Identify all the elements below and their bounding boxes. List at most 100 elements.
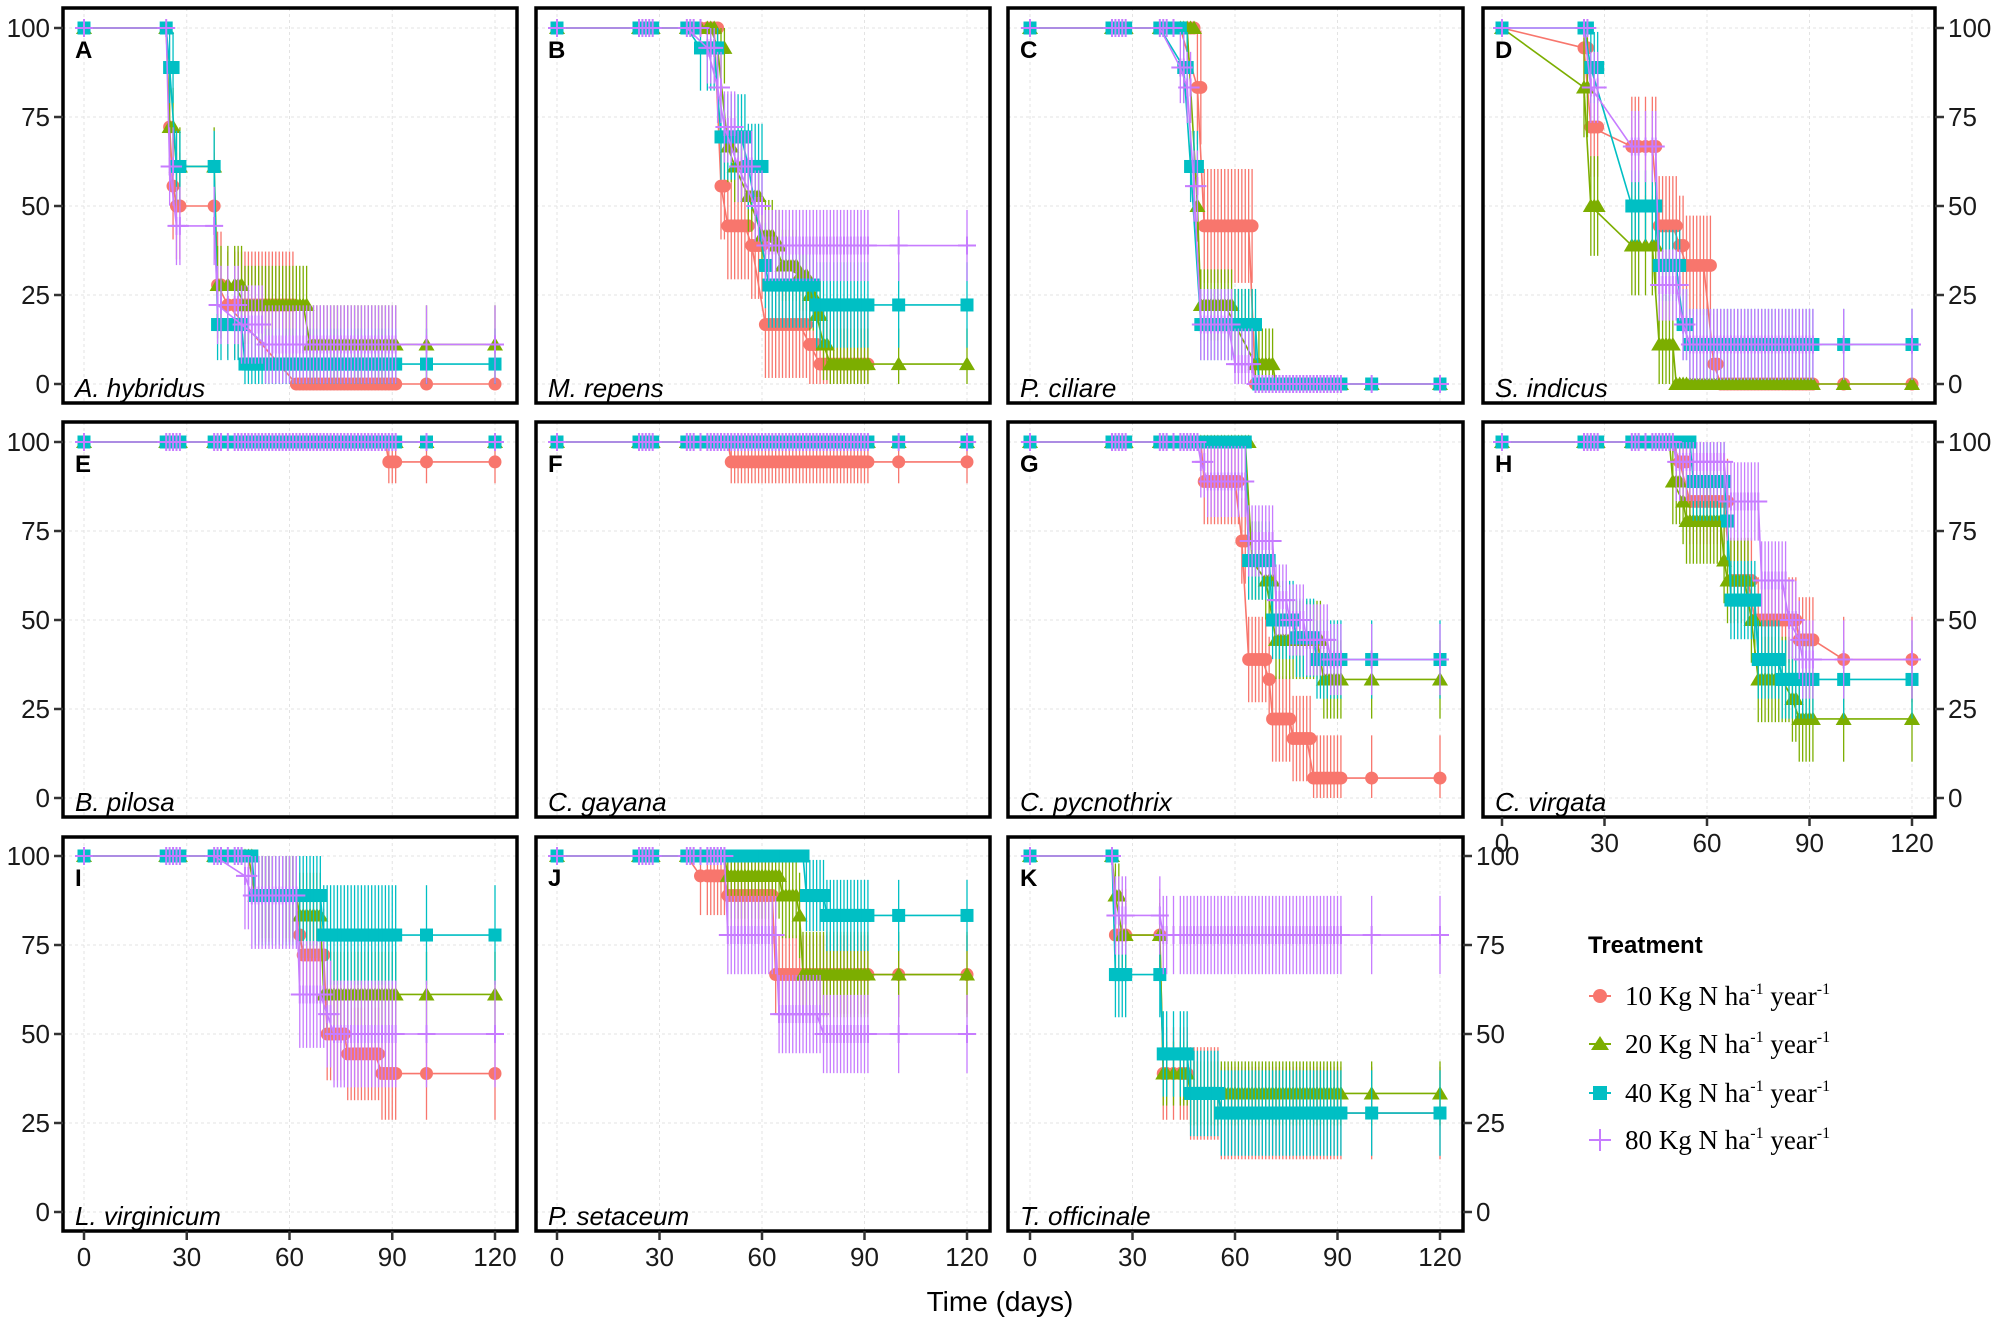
- series-80-kg: [1493, 19, 1921, 381]
- x-tick-label: 30: [1590, 828, 1619, 858]
- data-point-circle: [1283, 712, 1297, 726]
- x-tick-label: 60: [748, 1242, 777, 1272]
- data-point-triangle: [859, 356, 876, 371]
- y-tick-label: 50: [1948, 605, 1977, 635]
- data-point-square: [892, 298, 906, 312]
- y-tick-label: 75: [1948, 516, 1977, 546]
- data-point-triangle: [1264, 356, 1281, 371]
- panel-letter: E: [75, 451, 91, 478]
- data-point-triangle: [1835, 376, 1852, 390]
- x-tick-label: 60: [1693, 828, 1722, 858]
- data-point-square: [313, 889, 327, 903]
- data-point-square: [166, 61, 180, 75]
- y-tick-label: 25: [1948, 280, 1977, 310]
- data-point-square: [1153, 968, 1167, 982]
- data-point-circle: [1676, 239, 1690, 253]
- x-tick-label: 30: [172, 1242, 201, 1272]
- data-point-circle: [1259, 653, 1273, 667]
- panel-letter: C: [1020, 37, 1037, 64]
- y-tick-label: 100: [7, 841, 50, 871]
- data-point-triangle: [1804, 376, 1821, 390]
- species-name: B. pilosa: [75, 787, 175, 817]
- panel-j: J P. setaceum 0 30 60 90 120: [534, 835, 992, 1272]
- species-name: S. indicus: [1495, 373, 1608, 403]
- panel-b: B M. repens: [534, 6, 992, 405]
- panel-letter: H: [1495, 451, 1512, 478]
- y-tick-label: 0: [1948, 369, 1962, 399]
- data-point-square: [960, 908, 974, 922]
- data-point-square: [960, 298, 974, 312]
- series-80-kg: [1493, 433, 1921, 699]
- series-80-kg: [75, 847, 504, 1088]
- species-name: P. setaceum: [548, 1201, 689, 1231]
- data-point-triangle: [1664, 336, 1681, 351]
- y-tick-label: 75: [21, 102, 50, 132]
- panel-e: E B. pilosa 0 25 50 75 100: [7, 420, 519, 819]
- y-tick-label: 100: [7, 427, 50, 457]
- data-point-circle: [1703, 258, 1717, 272]
- data-point-triangle: [959, 356, 975, 371]
- y-tick-label: 75: [21, 930, 50, 960]
- species-name: C. virgata: [1495, 787, 1606, 817]
- data-point-circle: [1334, 771, 1348, 785]
- panel-a: A A. hybridus 0 25 50 75 100: [7, 6, 519, 405]
- data-point-square: [1238, 435, 1252, 449]
- data-point-triangle: [890, 967, 907, 981]
- x-tick-label: 0: [77, 1242, 91, 1272]
- data-point-square: [817, 889, 830, 903]
- panel-i: I L. virginicum 0 25 50 75 100 0 30 60 90 120: [7, 835, 519, 1272]
- panel-letter: B: [548, 37, 565, 64]
- panel-background: [1483, 8, 1935, 403]
- data-point-triangle: [1589, 198, 1606, 212]
- data-point-circle: [1194, 80, 1208, 94]
- data-point-square: [861, 298, 875, 312]
- data-point-circle: [1245, 219, 1259, 233]
- species-name: L. virginicum: [75, 1201, 221, 1231]
- data-point-circle: [960, 455, 974, 469]
- data-point-circle: [420, 455, 433, 469]
- data-point-square: [1649, 199, 1663, 213]
- x-tick-label: 90: [850, 1242, 879, 1272]
- data-point-square: [420, 928, 433, 942]
- data-point-square: [1249, 318, 1262, 332]
- data-point-square: [1748, 593, 1762, 607]
- data-point-square: [488, 928, 502, 942]
- x-tick-label: 120: [945, 1242, 988, 1272]
- data-point-circle: [861, 455, 875, 469]
- data-point-triangle: [791, 907, 808, 922]
- panel-c: C P. ciliare: [1006, 6, 1465, 405]
- series-80-kg: [75, 433, 504, 451]
- panels-layer: A A. hybridus 0 25 50 75 100 B M. repens C P. cili…: [7, 6, 1991, 1272]
- data-point-square: [1180, 1047, 1194, 1061]
- data-point-triangle: [959, 967, 975, 981]
- panel-letter: A: [75, 37, 92, 64]
- data-point-circle: [1365, 771, 1379, 785]
- x-tick-label: 0: [1495, 828, 1509, 858]
- y-tick-label: 50: [21, 605, 50, 635]
- panel-frame: [534, 6, 992, 405]
- panel-frame: [1006, 6, 1465, 405]
- x-tick-label: 120: [473, 1242, 516, 1272]
- data-point-triangle: [1904, 376, 1920, 390]
- series-80-kg: [1021, 433, 1449, 696]
- series-80-kg: [548, 19, 976, 282]
- y-tick-label: 0: [36, 1197, 50, 1227]
- y-tick-label: 75: [21, 516, 50, 546]
- data-point-square: [796, 849, 810, 863]
- series-80-kg: [1021, 19, 1449, 393]
- data-point-circle: [1303, 732, 1317, 746]
- y-tick-label: 100: [1948, 427, 1991, 457]
- y-tick-label: 25: [21, 280, 50, 310]
- data-point-triangle: [1186, 20, 1202, 34]
- panel-letter: G: [1020, 451, 1039, 478]
- species-name: A. hybridus: [73, 373, 205, 403]
- x-tick-label: 90: [1795, 828, 1824, 858]
- series-80-kg: [548, 433, 976, 451]
- data-point-square: [861, 908, 875, 922]
- y-tick-label: 25: [21, 694, 50, 724]
- data-point-circle: [1591, 120, 1605, 134]
- species-name: C. pycnothrix: [1020, 787, 1173, 817]
- panel-letter: J: [548, 865, 561, 892]
